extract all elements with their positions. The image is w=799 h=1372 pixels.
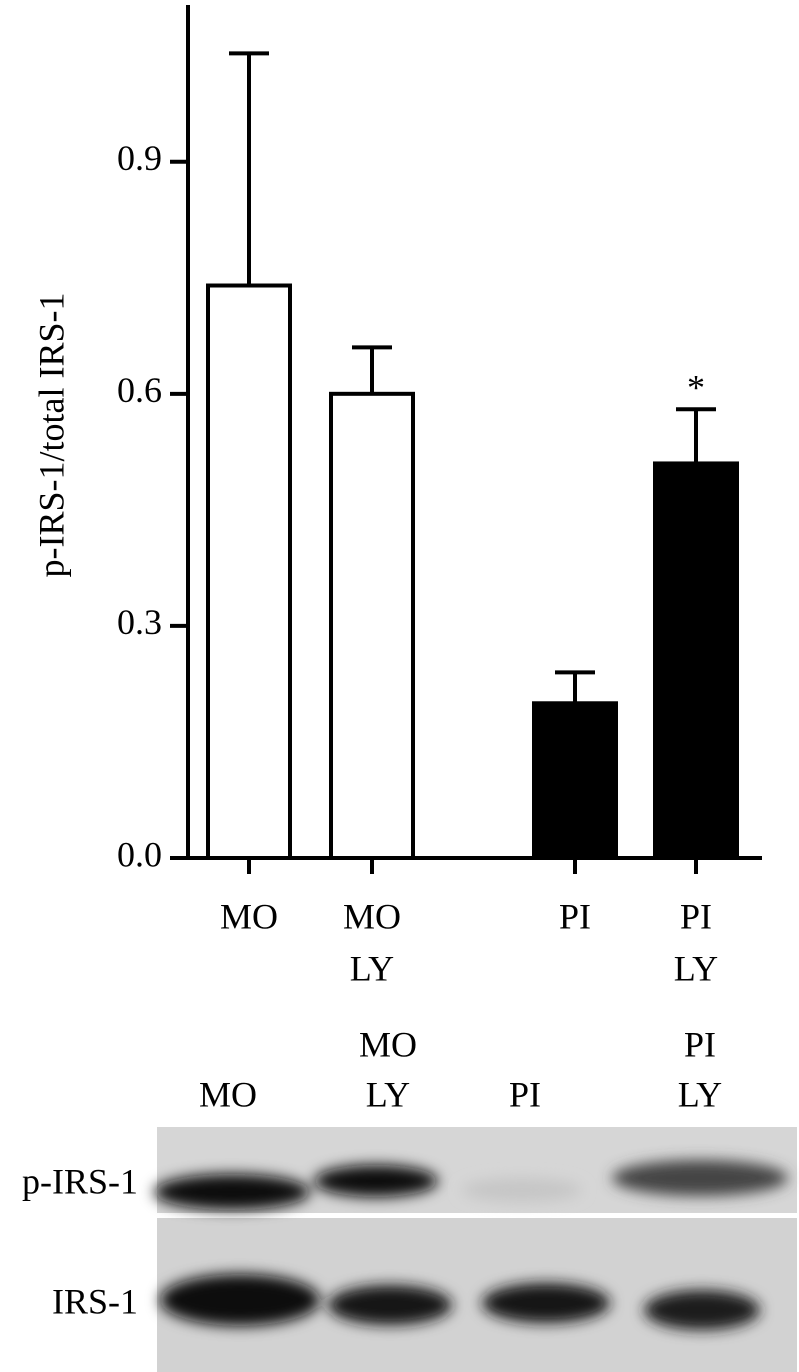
band [314, 1165, 438, 1197]
band [328, 1285, 452, 1325]
y-tick-label: 0.3 [117, 602, 162, 642]
row-label: p-IRS-1 [22, 1161, 138, 1201]
row-label: IRS-1 [52, 1281, 138, 1321]
y-tick-label: 0.9 [117, 138, 162, 178]
y-tick-label: 0.0 [117, 834, 162, 874]
x-tick-label: LY [350, 948, 394, 988]
band [160, 1274, 320, 1326]
bar [653, 461, 739, 860]
lane-label: PI [684, 1024, 716, 1064]
blot-bands [154, 1160, 788, 1330]
band [644, 1290, 760, 1330]
x-tick-label: PI [680, 896, 712, 936]
x-tick-label: PI [559, 896, 591, 936]
band [482, 1283, 610, 1323]
x-tick-label: LY [674, 948, 718, 988]
annotation: * [687, 368, 705, 408]
bar [329, 391, 415, 860]
bar [532, 701, 618, 860]
y-axis-label: p-IRS-1/total IRS-1 [31, 293, 71, 578]
y-tick-label: 0.6 [117, 370, 162, 410]
x-tick-label: MO [220, 896, 278, 936]
lane-label: LY [678, 1074, 722, 1114]
lane-label: MO [359, 1024, 417, 1064]
band [154, 1174, 310, 1210]
lane-label: MO [199, 1074, 257, 1114]
x-tick-label: MO [343, 896, 401, 936]
lane-label: LY [366, 1074, 410, 1114]
band [612, 1160, 788, 1196]
band [462, 1178, 582, 1202]
bar [206, 283, 292, 860]
lane-label: PI [509, 1074, 541, 1114]
